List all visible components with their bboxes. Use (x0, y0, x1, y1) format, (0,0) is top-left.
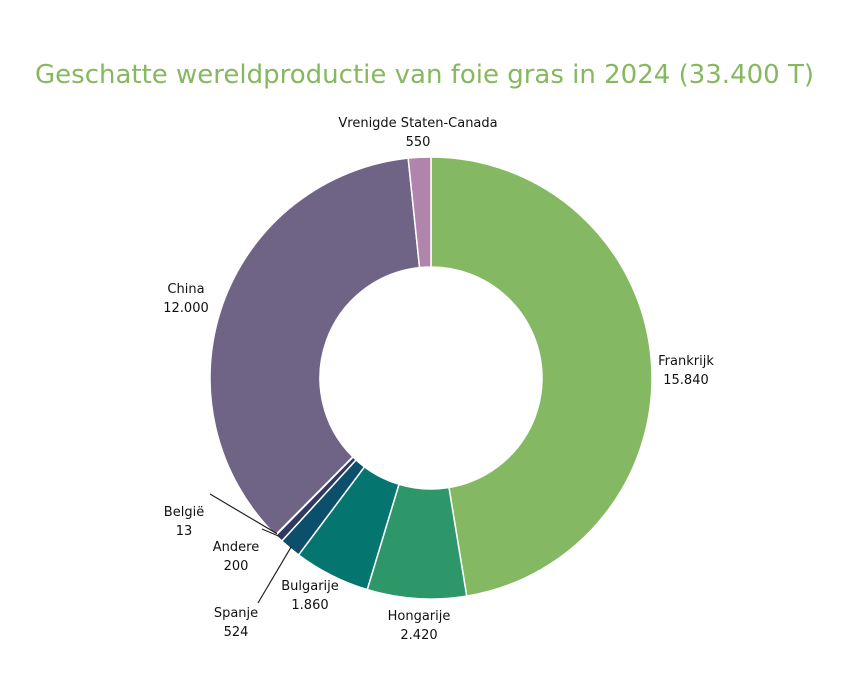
chart-title: Geschatte wereldproductie van foie gras … (35, 60, 814, 90)
leader-line-spanje (257, 546, 292, 604)
slice-china (209, 157, 421, 536)
slice-value-bulgarije: 1.860 (291, 598, 328, 613)
slice-value-china: 12.000 (163, 301, 209, 316)
slice-frankrijk (430, 156, 653, 597)
slice-value-frankrijk: 15.840 (663, 373, 709, 388)
slice-label-belgi: België (164, 505, 204, 520)
slice-label-hongarije: Hongarije (388, 609, 451, 624)
slice-label-spanje: Spanje (214, 606, 258, 621)
slice-label-bulgarije: Bulgarije (281, 579, 339, 594)
leader-line-belgi (209, 493, 278, 535)
slice-value-hongarije: 2.420 (400, 628, 437, 643)
leader-line-andere (261, 528, 281, 538)
slice-value-spanje: 524 (224, 625, 249, 640)
slice-label-frankrijk: Frankrijk (658, 354, 714, 369)
slice-value-vrenigde-staten-canada: 550 (406, 135, 431, 150)
slice-value-belgi: 13 (176, 524, 193, 539)
slice-vrenigde-staten-canada (407, 156, 432, 269)
slice-label-andere: Andere (213, 540, 259, 555)
slice-label-china: China (167, 282, 204, 297)
slice-label-vrenigde-staten-canada: Vrenigde Staten-Canada (338, 116, 497, 131)
slice-value-andere: 200 (224, 559, 249, 574)
